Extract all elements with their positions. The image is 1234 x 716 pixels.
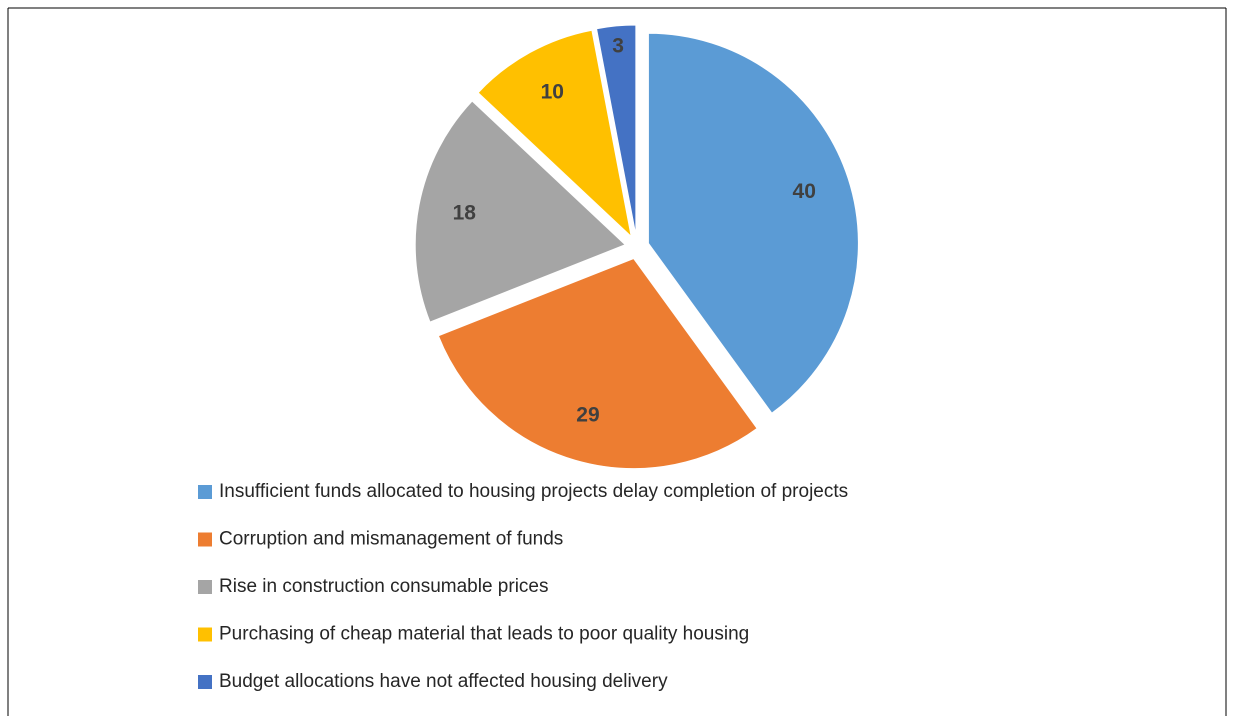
pie-slice — [437, 257, 758, 470]
legend-label: Insufficient funds allocated to housing … — [219, 481, 848, 502]
data-label: 40 — [793, 180, 816, 203]
data-label: 18 — [453, 202, 477, 225]
pie-slice — [595, 24, 637, 236]
legend-label: Corruption and mismanagement of funds — [219, 529, 563, 550]
data-label: 10 — [541, 80, 564, 103]
legend-swatch — [198, 485, 212, 499]
legend-label: Budget allocations have not affected hou… — [219, 671, 668, 692]
legend-swatch — [198, 675, 212, 689]
data-label: 29 — [576, 403, 599, 426]
pie-slice — [647, 32, 859, 414]
legend-swatch — [198, 580, 212, 594]
legend-swatch — [198, 532, 212, 547]
pie-slice — [414, 100, 627, 323]
legend-label: Purchasing of cheap material that leads … — [219, 624, 749, 645]
legend-label: Rise in construction consumable prices — [219, 576, 549, 597]
pie-slice — [477, 29, 632, 238]
legend-swatch — [198, 627, 212, 642]
data-label: 3 — [612, 34, 624, 57]
